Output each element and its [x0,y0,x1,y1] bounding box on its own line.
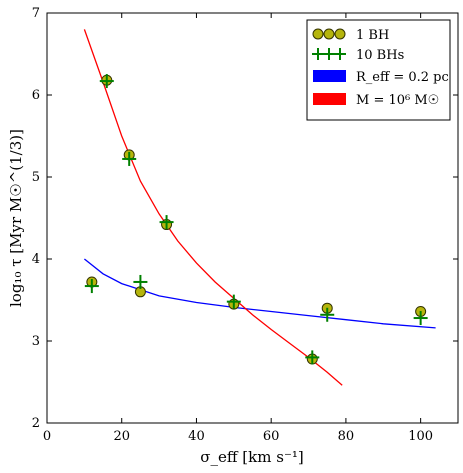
data-point-10bhs [133,274,148,289]
legend-swatch-band [313,93,346,105]
legend-swatch-band [313,70,346,82]
legend: 1 BH 10 BHs R_eff = 0.2 pc M = 10⁶ M☉ [306,19,451,121]
points-layer [84,74,428,365]
x-tick-label: 80 [338,429,355,444]
ticks-layer: 0 20 40 60 80 100 2 3 4 5 6 7 [32,6,458,444]
legend-label: R_eff = 0.2 pc [356,70,449,85]
legend-entry: R_eff = 0.2 pc [313,70,449,85]
data-point-10bhs [159,215,174,230]
y-tick-label: 5 [32,170,40,185]
data-point-10bhs [226,294,241,309]
y-axis-title: log₁₀ τ [Myr M☉^(1/3)] [7,129,25,307]
y-tick-label: 7 [32,6,40,21]
x-tick-label: 100 [408,429,433,444]
legend-entry: M = 10⁶ M☉ [313,93,439,108]
data-point-10bhs [84,279,99,294]
legend-entry: 10 BHs [312,48,404,63]
plus-marker [334,48,346,60]
x-axis-title: σ_eff [km s⁻¹] [200,448,303,466]
y-tick-label: 4 [32,252,40,267]
y-tick-label: 6 [32,88,40,103]
plus-marker [323,48,335,60]
legend-swatch-circle [323,28,335,40]
data-point-10bhs [413,311,428,326]
legend-label: M = 10⁶ M☉ [356,93,439,108]
data-point-10bhs [305,350,320,365]
legend-entry: 1 BH [312,28,389,43]
legend-swatch-circle [312,28,324,40]
x-tick-label: 40 [188,429,205,444]
y-tick-label: 2 [32,416,40,431]
plus-marker [312,48,324,60]
legend-swatch-circle [334,28,346,40]
data-point-10bhs [122,151,137,166]
legend-label: 1 BH [356,28,389,43]
data-point-10bhs [320,307,335,322]
x-tick-label: 60 [263,429,280,444]
plot-frame [46,12,459,424]
data-point-10bhs [99,74,114,89]
y-tick-label: 3 [32,334,40,349]
x-tick-label: 0 [43,429,51,444]
legend-label: 10 BHs [356,48,404,63]
curve-1 [83,29,343,386]
legend-entries: 1 BH 10 BHs R_eff = 0.2 pc M = 10⁶ M☉ [312,28,449,108]
x-tick-label: 20 [113,429,130,444]
